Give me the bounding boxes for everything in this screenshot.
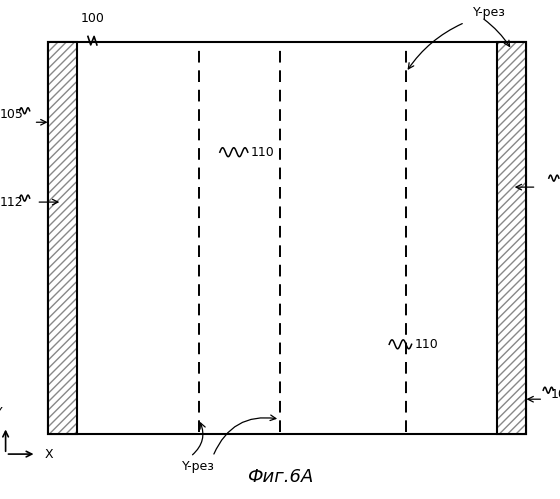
Text: Y-рез: Y-рез (473, 6, 506, 19)
Text: 110: 110 (250, 146, 274, 159)
Text: 100: 100 (81, 12, 104, 25)
Text: 105: 105 (0, 108, 23, 121)
Text: Y-рез: Y-рез (183, 460, 215, 473)
Bar (497, 42, 526, 434)
Bar (48, 42, 526, 434)
Bar (48, 42, 77, 434)
Text: Y: Y (0, 406, 3, 419)
Text: X: X (45, 448, 53, 461)
Text: 110: 110 (414, 338, 438, 351)
Bar (48, 42, 77, 434)
Text: Фиг.6A: Фиг.6A (247, 468, 313, 486)
Text: 105: 105 (551, 388, 560, 401)
Bar (497, 42, 526, 434)
Text: 112: 112 (0, 196, 23, 209)
